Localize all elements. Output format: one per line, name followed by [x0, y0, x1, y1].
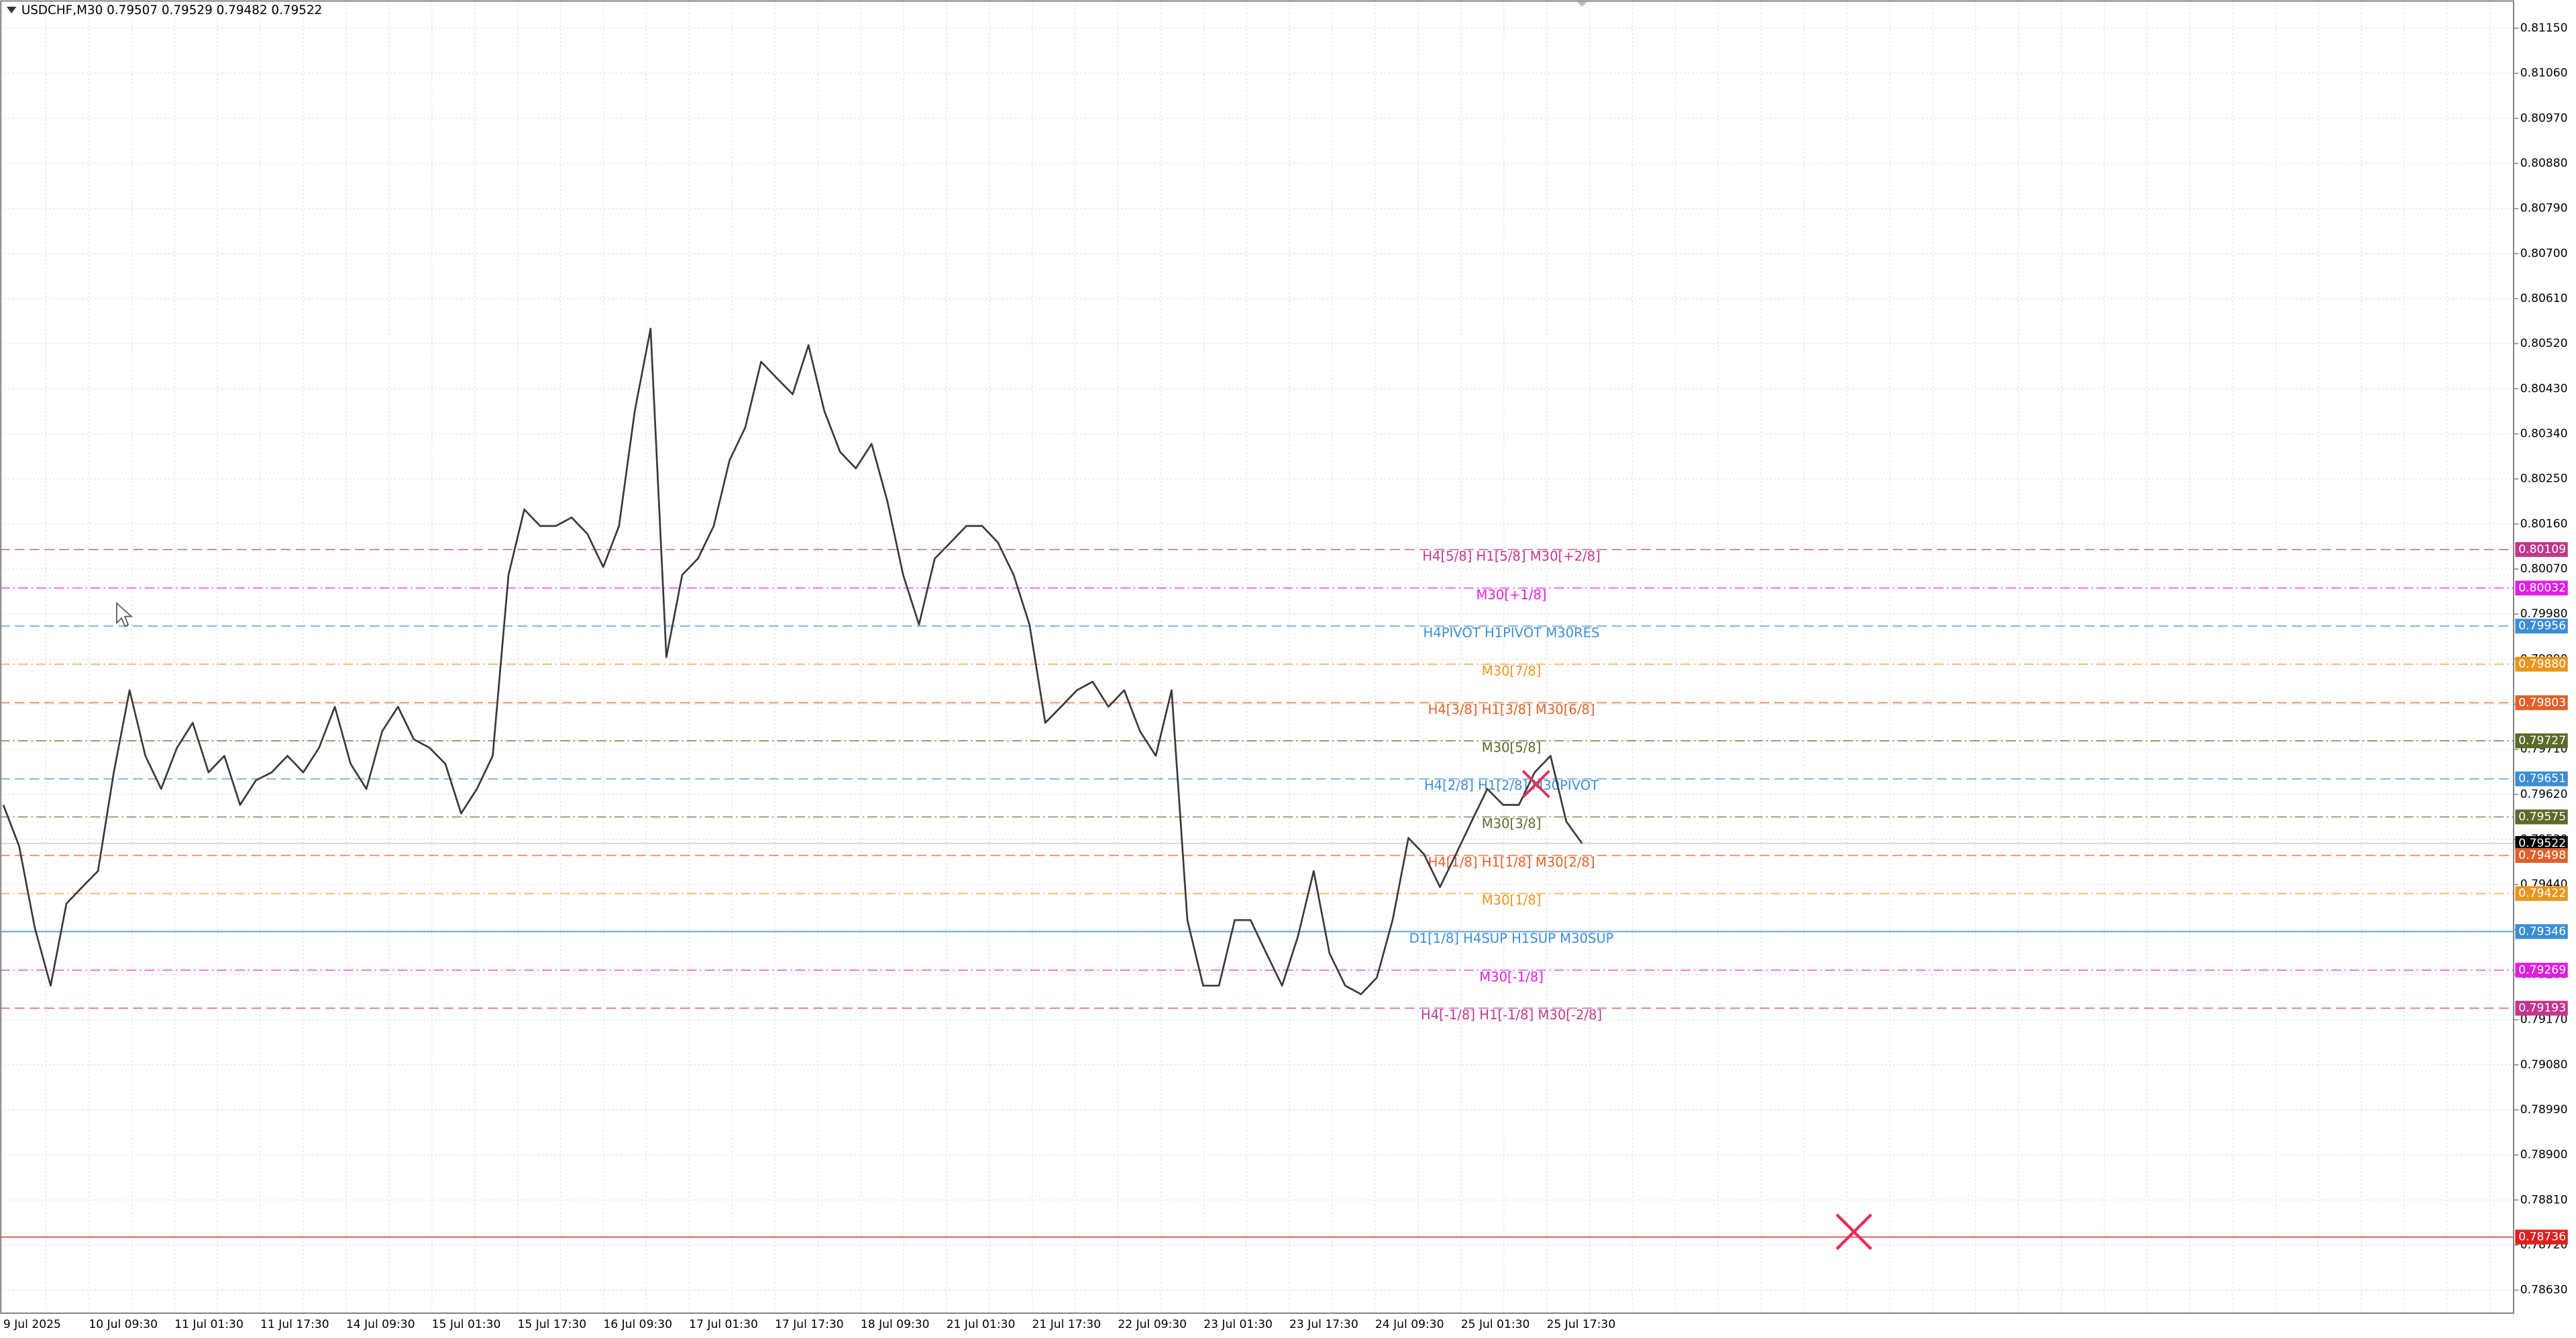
price-tag-label: 0.79522: [2518, 837, 2566, 850]
price-tag: [2515, 962, 2568, 978]
y-tick-label: 0.80160: [2520, 517, 2568, 531]
grid: [0, 0, 2514, 1313]
level-label: H4[5/8] H1[5/8] M30[+2/8]: [1422, 548, 1600, 564]
y-tick-label: 0.78810: [2520, 1193, 2568, 1206]
price-tag: [2515, 924, 2568, 939]
chart-title: USDCHF,M30 0.79507 0.79529 0.79482 0.795…: [21, 3, 322, 17]
level-label: H4PIVOT H1PIVOT M30RES: [1424, 625, 1600, 641]
axes: 0.81150 0.81060 0.80970 0.80880 0.80790 0.807…: [3, 21, 2568, 1331]
y-tick-label: 0.80880: [2520, 157, 2568, 170]
y-tick-label: 0.81150: [2520, 21, 2568, 35]
price-tag-label: 0.79880: [2518, 658, 2566, 671]
level-label: H4[1/8] H1[1/8] M30[2/8]: [1428, 854, 1595, 870]
y-tick-label: 0.78630: [2520, 1284, 2568, 1297]
levels: H4[5/8] H1[5/8] M30[+2/8] M30[+1/8] H4PIVO…: [0, 548, 2514, 1238]
price-line: [2, 327, 1583, 995]
price-tag-label: 0.78736: [2518, 1231, 2566, 1244]
y-tick-label: 0.79980: [2520, 607, 2568, 621]
y-tick-label: 0.79170: [2520, 1013, 2568, 1027]
level-label: D1[1/8] H4SUP H1SUP M30SUP: [1409, 931, 1614, 946]
y-tick-label: 0.80430: [2520, 382, 2568, 395]
cross-marker-large: [1835, 1213, 1872, 1251]
price-tag: [2515, 695, 2568, 711]
level-label: M30[-1/8]: [1479, 969, 1544, 984]
price-tag: [2515, 847, 2568, 863]
x-tick-label: 22 Jul 09:30: [1118, 1318, 1187, 1331]
price: [2, 327, 1583, 995]
plot-frame: [0, 0, 2514, 1314]
y-tick-label: 0.79080: [2520, 1058, 2568, 1072]
x-tick-label: 23 Jul 17:30: [1289, 1318, 1358, 1331]
price-tag: [2515, 771, 2568, 786]
x-tick-label: 18 Jul 09:30: [861, 1318, 930, 1331]
price-tag-label: 0.80109: [2518, 543, 2566, 556]
mouse-cursor: [116, 602, 133, 627]
x-tick-label: 21 Jul 01:30: [947, 1318, 1016, 1331]
level-label: H4[-1/8] H1[-1/8] M30[-2/8]: [1421, 1007, 1602, 1023]
price-tag: [2515, 542, 2568, 557]
y-tick-label: 0.80790: [2520, 202, 2568, 215]
y-tick-label: 0.78900: [2520, 1148, 2568, 1162]
level-label: H4[3/8] H1[3/8] M30[6/8]: [1428, 702, 1595, 717]
x-tick-label: 17 Jul 01:30: [689, 1318, 758, 1331]
level-label: M30[+1/8]: [1477, 587, 1547, 603]
x-tick-label: 15 Jul 01:30: [432, 1318, 501, 1331]
price-tag-label: 0.79651: [2518, 772, 2566, 786]
x-tick-label: 23 Jul 01:30: [1203, 1318, 1273, 1331]
price-tag-label: 0.79956: [2518, 619, 2566, 633]
x-tick-label: 11 Jul 17:30: [260, 1318, 329, 1331]
price-tag: [2515, 886, 2568, 901]
x-tick-label: 25 Jul 01:30: [1461, 1318, 1530, 1331]
level-label: M30[3/8]: [1482, 816, 1542, 831]
y-tick-label: 0.81060: [2520, 66, 2568, 80]
price-tag-label: 0.79498: [2518, 849, 2566, 862]
shift-marker: [1577, 1, 1587, 7]
x-tick-label: 24 Jul 09:30: [1375, 1318, 1444, 1331]
price-tag: [2515, 835, 2568, 852]
price-tag: [2515, 580, 2568, 596]
x-tick-label: 11 Jul 01:30: [174, 1318, 244, 1331]
price-tag: [2515, 1000, 2568, 1016]
price-tag: [2515, 733, 2568, 749]
x-tick-label: 14 Jul 09:30: [346, 1318, 415, 1331]
price-tag-label: 0.79346: [2518, 925, 2566, 938]
symbol-menu-arrow: [6, 7, 17, 13]
price-tag: [2515, 656, 2568, 672]
y-tick-label: 0.80250: [2520, 472, 2568, 486]
y-tick-label: 0.78990: [2520, 1103, 2568, 1117]
level-label: M30[7/8]: [1482, 663, 1542, 678]
y-tick-label: 0.80610: [2520, 292, 2568, 305]
price-tag-label: 0.79193: [2518, 1002, 2566, 1015]
y-tick-label: 0.79620: [2520, 788, 2568, 801]
x-tick-label: 9 Jul 2025: [3, 1318, 61, 1331]
price-tag-label: 0.79422: [2518, 887, 2566, 900]
price-tag: [2515, 809, 2568, 825]
price-tag: [2515, 1229, 2568, 1245]
price-tag-label: 0.79803: [2518, 696, 2566, 709]
level-label: M30[1/8]: [1482, 892, 1542, 908]
x-tick-label: 10 Jul 09:30: [89, 1318, 158, 1331]
x-tick-label: 15 Jul 17:30: [518, 1318, 587, 1331]
price-tag-label: 0.79269: [2518, 964, 2566, 977]
level-label: H4[2/8] H1[2/8] M30PIVOT: [1424, 778, 1599, 793]
x-tick-label: 16 Jul 09:30: [603, 1318, 672, 1331]
x-tick-label: 21 Jul 17:30: [1032, 1318, 1102, 1331]
y-tick-label: 0.80070: [2520, 562, 2568, 576]
x-tick-label: 17 Jul 17:30: [775, 1318, 844, 1331]
level-label: M30[5/8]: [1482, 740, 1542, 756]
price-tag-label: 0.79575: [2518, 810, 2566, 823]
y-tick-label: 0.80700: [2520, 247, 2568, 260]
y-tick-label: 0.80340: [2520, 427, 2568, 441]
price-tag-label: 0.79727: [2518, 734, 2566, 748]
price-tag: [2515, 619, 2568, 634]
x-tick-label: 25 Jul 17:30: [1547, 1318, 1616, 1331]
y-tick-label: 0.80970: [2520, 111, 2568, 125]
price-tag-label: 0.80032: [2518, 581, 2566, 595]
cross-marker-small: [1521, 770, 1550, 799]
y-tick-label: 0.80520: [2520, 337, 2568, 350]
